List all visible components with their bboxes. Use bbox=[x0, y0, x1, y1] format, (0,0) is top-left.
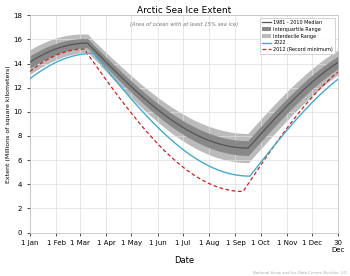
Title: Arctic Sea Ice Extent: Arctic Sea Ice Extent bbox=[137, 6, 231, 15]
Legend: 1981 - 2010 Median, Interquartile Range, Interdecile Range, 2022, 2012 (Record m: 1981 - 2010 Median, Interquartile Range,… bbox=[260, 18, 335, 54]
Text: (Area of ocean with at least 15% sea ice): (Area of ocean with at least 15% sea ice… bbox=[130, 22, 238, 27]
Text: National Snow and Ice Data Center, Boulder, CO: National Snow and Ice Data Center, Bould… bbox=[253, 272, 346, 275]
Y-axis label: Extent (Millions of square kilometers): Extent (Millions of square kilometers) bbox=[6, 65, 10, 183]
X-axis label: Date: Date bbox=[174, 256, 194, 265]
